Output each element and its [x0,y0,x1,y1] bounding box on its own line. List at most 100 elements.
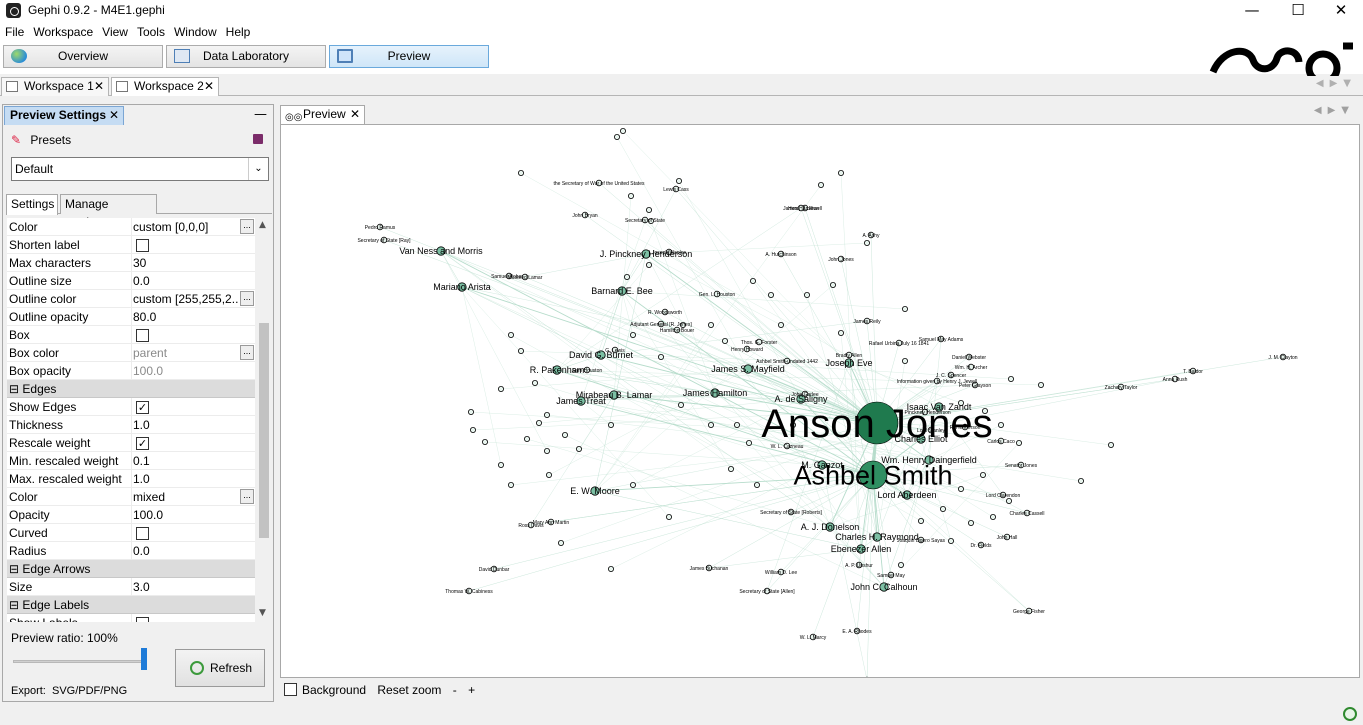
property-checkbox[interactable]: ✓ [136,401,149,414]
property-row[interactable]: Color mixed... [7,488,255,506]
graph-node[interactable]: A. de Saligny [774,394,828,404]
graph-node[interactable] [818,182,825,189]
graph-node[interactable] [467,408,474,415]
graph-node[interactable] [998,421,1005,428]
graph-node[interactable]: Senator Jones [1005,461,1038,469]
data-laboratory-button[interactable]: Data Laboratory [166,45,326,68]
property-row[interactable]: Show Edges ✓ [7,398,255,416]
graph-node[interactable] [531,379,538,386]
property-row[interactable]: Radius 0.0 [7,542,255,560]
graph-node[interactable]: James S. Mayfield [711,364,785,374]
property-value[interactable]: 1.0 [133,418,150,432]
graph-node[interactable]: Sam Houston [572,366,603,374]
graph-node[interactable] [535,419,542,426]
property-row[interactable]: Thickness 1.0 [7,416,255,434]
graph-node[interactable] [1108,441,1115,448]
property-value[interactable]: 0.0 [133,274,150,288]
property-row[interactable]: Size 3.0 [7,578,255,596]
graph-node[interactable]: Barnard E. Bee [591,286,653,296]
background-checkbox[interactable] [284,683,297,696]
property-value[interactable]: 0.1 [133,454,150,468]
graph-node[interactable]: Mary Ann Martin [533,518,570,526]
graph-node[interactable]: Lewis Cass [663,185,689,193]
zoom-in-button[interactable]: + [468,683,476,697]
graph-node[interactable] [753,481,760,488]
graph-node[interactable] [1078,477,1085,484]
menu-window[interactable]: Window [173,25,217,39]
graph-node[interactable] [980,471,987,478]
property-row[interactable]: Color custom [0,0,0]... [7,218,255,236]
graph-node[interactable]: Samuel Roberts [491,272,527,280]
category-label[interactable]: ⊟ Edge Arrows [9,562,91,576]
graph-node[interactable]: Mirabeau B. Lamar [576,390,653,400]
refresh-button[interactable]: Refresh [175,649,265,687]
graph-node[interactable] [497,385,504,392]
graph-node[interactable]: J. Pinckney Henderson [899,408,951,416]
ellipsis-button[interactable]: ... [240,345,254,360]
graph-node[interactable] [613,133,620,140]
preview-settings-tab[interactable]: Preview Settings ✕ [4,106,124,125]
maximize-button[interactable]: ☐ [1291,1,1305,19]
graph-node[interactable] [507,331,514,338]
property-row[interactable]: Box [7,326,255,344]
property-row[interactable]: Outline opacity 80.0 [7,308,255,326]
graph-node[interactable]: Zachary Taylor [1105,383,1138,391]
ellipsis-button[interactable]: ... [240,291,254,306]
graph-node[interactable]: Joseph Waples [652,248,686,256]
graph-node[interactable]: Joaquin Ligero Sayas [897,536,946,544]
graph-node[interactable]: W. L. Cazneau [771,442,804,450]
graph-node[interactable] [804,291,811,298]
graph-node[interactable]: George Fisher [1013,607,1045,615]
graph-node[interactable]: R. Pakenham [530,365,585,375]
graph-node[interactable] [1008,375,1015,382]
overview-button[interactable]: Overview [3,45,163,68]
category-label[interactable]: ⊟ Edge Labels [9,598,90,612]
category-label[interactable]: ⊟ Edges [9,382,57,396]
property-row[interactable]: Outline size 0.0 [7,272,255,290]
graph-node[interactable]: James Buchanan [690,564,729,572]
graph-node[interactable] [469,426,476,433]
graph-node[interactable] [557,539,564,546]
property-checkbox[interactable] [136,239,149,252]
graph-node[interactable]: Secretary of State [Allen] [739,587,795,595]
graph-node[interactable] [523,435,530,442]
graph-node[interactable] [982,407,989,414]
graph-node[interactable]: Secretary of State [625,216,665,224]
tab-manage-renderers[interactable]: Manage renderers [60,194,157,229]
property-row[interactable]: Shorten label [7,236,255,254]
graph-node[interactable]: Musteed Lamar [508,273,543,281]
graph-node[interactable]: Secretary of State [Ray] [357,236,411,244]
graph-node[interactable]: James Hamilton [683,388,748,398]
graph-node[interactable]: Secretary of State [Roberts] [760,508,822,516]
graph-node[interactable] [733,421,740,428]
graph-node[interactable]: Isaac Van Zandt [907,402,972,412]
property-checkbox[interactable]: ✓ [136,437,149,450]
graph-node-hub[interactable]: Ashbel Smith [793,460,952,490]
scroll-up-icon[interactable]: ▲ [259,220,266,230]
graph-node[interactable] [990,513,997,520]
preview-tab-arrows[interactable]: ◀▶▼ [1313,105,1355,116]
graph-node[interactable]: Rafael Urbina July 16 1841 [869,339,930,347]
graph-node[interactable] [619,128,626,134]
graph-node[interactable]: A. P. Upshur [845,561,873,569]
property-row[interactable]: Max. rescaled weight 1.0 [7,470,255,488]
graph-node[interactable]: Adjutant General [R. Jones] [630,320,692,328]
property-row[interactable]: Max characters 30 [7,254,255,272]
graph-node[interactable]: Mariano Arista [433,282,491,292]
graph-node[interactable] [517,170,524,177]
graph-node[interactable] [898,561,905,568]
graph-node[interactable] [575,445,582,452]
graph-node[interactable]: Joseph Eve [825,358,872,368]
graph-node[interactable] [1006,497,1013,504]
property-category[interactable]: ⊟ Edge Labels [7,596,255,614]
graph-node[interactable] [507,481,514,488]
tab-workspace-2[interactable]: Workspace 2 ✕ [111,77,219,96]
graph-node[interactable]: Lord Aberdeen [877,490,936,500]
graph-node[interactable]: James Treat [556,396,606,406]
reset-zoom-button[interactable]: Reset zoom [377,683,442,697]
property-checkbox[interactable] [136,329,149,342]
graph-node[interactable]: Lord Clarendon [986,491,1021,499]
graph-node[interactable]: Tredell Truebridge [847,676,888,678]
graph-node[interactable] [623,273,630,280]
graph-node[interactable]: M. Ganzot [801,460,843,470]
